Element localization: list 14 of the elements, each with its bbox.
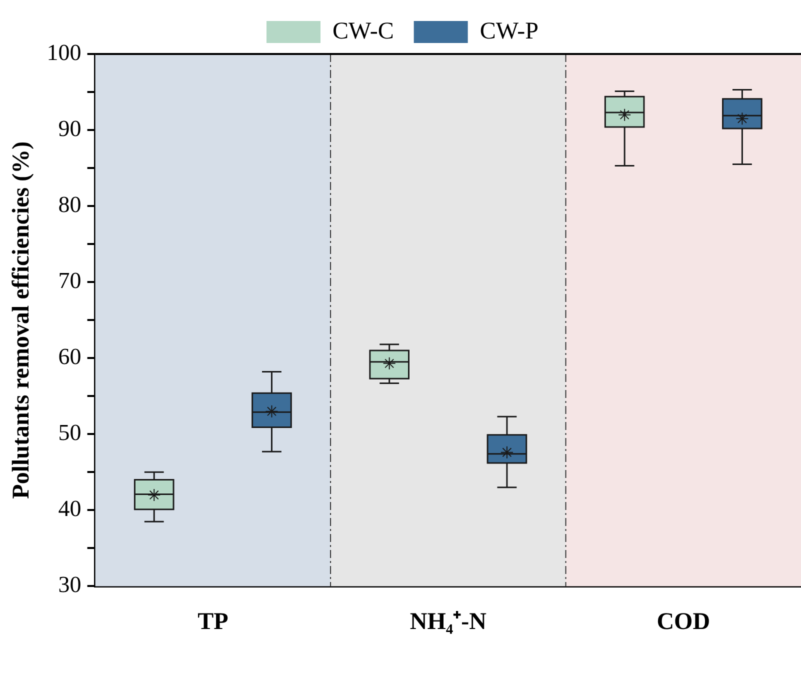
y-tick-label: 40 — [58, 496, 82, 522]
x-tick-label: TP — [198, 608, 228, 635]
y-tick-label: 30 — [58, 572, 82, 598]
y-tick-label: 60 — [58, 344, 82, 370]
y-axis-title: Pollutants removal efficiencies (%) — [8, 141, 35, 499]
y-tick-label: 100 — [46, 40, 82, 66]
x-tick-label: COD — [656, 608, 710, 635]
y-tick-label: 90 — [58, 116, 82, 142]
y-tick-label: 50 — [58, 420, 82, 446]
legend-label: CW-C — [332, 18, 394, 44]
legend-label: CW-P — [480, 18, 539, 44]
y-tick-label: 80 — [58, 192, 82, 218]
x-tick-label: NH₄⁺-N — [410, 608, 488, 635]
y-tick-label: 70 — [58, 268, 82, 294]
